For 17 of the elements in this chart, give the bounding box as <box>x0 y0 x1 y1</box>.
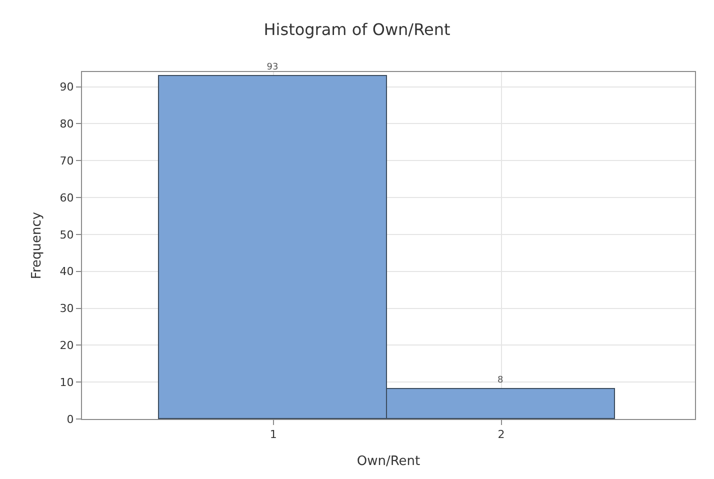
data-label: 93 <box>266 62 278 72</box>
y-tick-label: 0 <box>66 412 74 426</box>
x-axis-title: Own/Rent <box>356 454 420 469</box>
y-tick-label: 50 <box>60 228 74 242</box>
y-tick-label: 60 <box>60 191 74 204</box>
y-tick-label: 70 <box>60 154 74 168</box>
x-tick-label: 2 <box>498 428 505 442</box>
y-tick-label: 90 <box>60 80 74 94</box>
y-tick-label: 20 <box>60 339 74 352</box>
chart-title: Histogram of Own/Rent <box>264 20 450 40</box>
y-tick-label: 40 <box>60 265 74 278</box>
x-tick-label: 1 <box>270 428 277 442</box>
y-axis-title: Frequency <box>30 212 45 280</box>
y-tick-label: 80 <box>60 118 74 131</box>
data-label: 8 <box>498 376 504 386</box>
y-tick-label: 30 <box>60 302 74 316</box>
y-tick-label: 10 <box>60 376 74 389</box>
